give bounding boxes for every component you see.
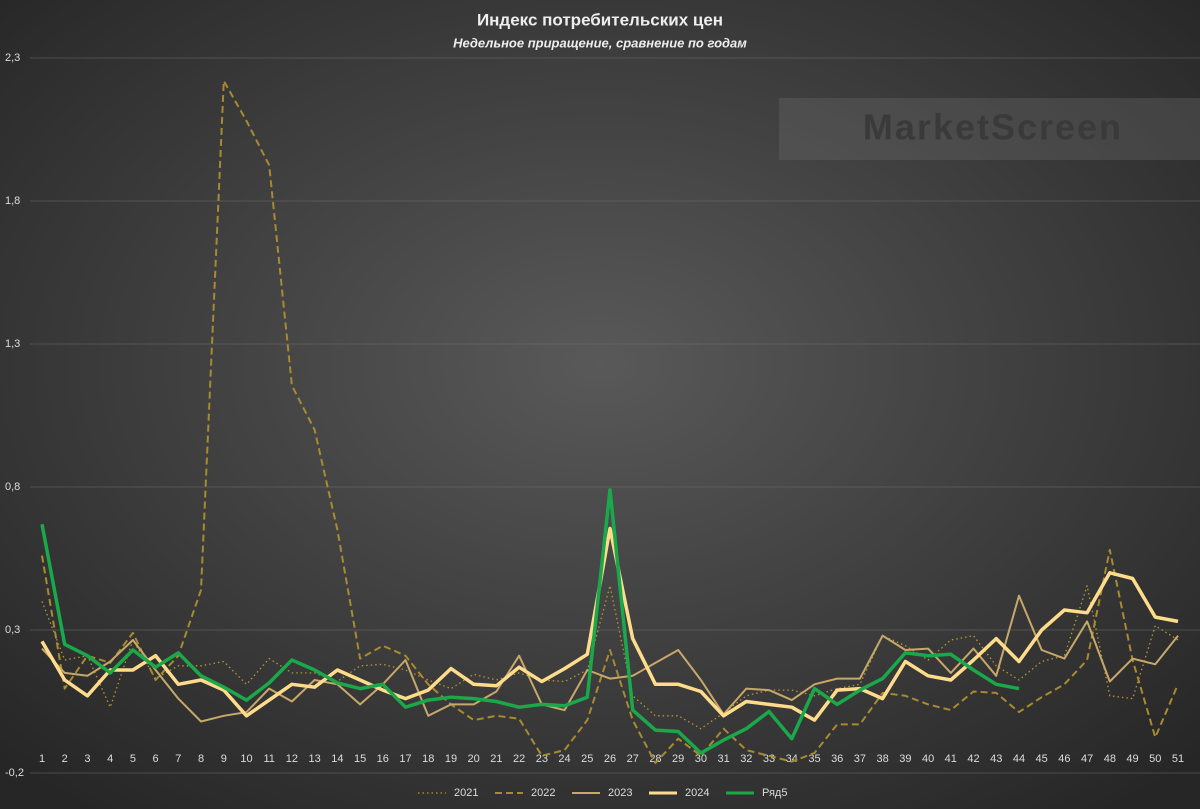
x-tick-label: 45 [1036, 753, 1048, 765]
x-tick-label: 25 [581, 753, 593, 765]
x-tick-label: 3 [84, 753, 90, 765]
x-tick-label: 6 [153, 753, 159, 765]
x-tick-label: 34 [786, 753, 798, 765]
lines [40, 79, 1179, 764]
x-tick-label: 21 [490, 753, 502, 765]
legend: 2021 2022 2023 2024 Ряд5 [418, 787, 787, 799]
y-tick-label: -0,2 [5, 767, 24, 779]
x-tick-label: 13 [309, 753, 321, 765]
y-tick-label: 2,3 [5, 52, 20, 64]
x-tick-label: 29 [672, 753, 684, 765]
x-tick-label: 17 [399, 753, 411, 765]
x-tick-label: 9 [221, 753, 227, 765]
x-tick-label: 2 [62, 753, 68, 765]
x-tick-label: 42 [967, 753, 979, 765]
chart-subtitle: Недельное приращение, сравнение по годам [453, 35, 747, 50]
x-tick-label: 31 [717, 753, 729, 765]
y-tick-label: 0,8 [5, 481, 20, 493]
x-tick-label: 11 [263, 753, 274, 765]
x-tick-label: 20 [468, 753, 480, 765]
x-tick-label: 32 [740, 753, 752, 765]
x-tick-label: 39 [899, 753, 911, 765]
legend-label: 2023 [608, 787, 632, 799]
x-tick-label: 10 [240, 753, 252, 765]
x-tick-label: 16 [377, 753, 389, 765]
x-tick-label: 37 [854, 753, 866, 765]
x-tick-label: 46 [1058, 753, 1070, 765]
x-tick-label: 38 [877, 753, 889, 765]
x-tick-label: 24 [558, 753, 570, 765]
watermark: MarketScreen [863, 107, 1123, 148]
x-tick-label: 22 [513, 753, 525, 765]
x-tick-label: 5 [130, 753, 136, 765]
x-tick-label: 51 [1172, 753, 1184, 765]
x-tick-label: 49 [1126, 753, 1138, 765]
x-tick-label: 50 [1149, 753, 1161, 765]
grid: -0,20,30,81,31,82,31 2 3 4 5 6 7 8 9 10 11 12 13 14 15… [5, 52, 1200, 779]
x-tick-label: 44 [1013, 753, 1025, 765]
x-tick-label: 48 [1104, 753, 1116, 765]
x-tick-label: 27 [627, 753, 639, 765]
y-tick-label: 1,8 [5, 195, 20, 207]
x-tick-label: 36 [831, 753, 843, 765]
x-tick-label: 41 [945, 753, 957, 765]
x-tick-label: 14 [331, 753, 343, 765]
x-tick-label: 1 [39, 753, 45, 765]
y-tick-label: 0,3 [5, 624, 20, 636]
x-tick-label: 26 [604, 753, 616, 765]
series-line [41, 594, 1179, 723]
x-tick-label: 43 [990, 753, 1002, 765]
legend-label: 2024 [685, 787, 709, 799]
x-tick-label: 18 [422, 753, 434, 765]
x-tick-label: 35 [808, 753, 820, 765]
legend-label: 2022 [531, 787, 555, 799]
x-tick-label: 8 [198, 753, 204, 765]
x-tick-label: 15 [354, 753, 366, 765]
chart-title: Индекс потребительских цен [477, 10, 723, 29]
legend-label: Ряд5 [762, 787, 787, 799]
series-line [40, 526, 1179, 722]
x-tick-label: 12 [286, 753, 298, 765]
y-tick-label: 1,3 [5, 338, 20, 350]
x-tick-label: 19 [445, 753, 457, 765]
x-tick-label: 4 [107, 753, 113, 765]
legend-label: 2021 [454, 787, 478, 799]
x-tick-label: 47 [1081, 753, 1093, 765]
watermark-box [779, 98, 1200, 160]
x-tick-label: 30 [695, 753, 707, 765]
series-line [40, 488, 1020, 755]
x-tick-label: 40 [922, 753, 934, 765]
series-line [41, 79, 1179, 764]
x-tick-label: 7 [175, 753, 181, 765]
